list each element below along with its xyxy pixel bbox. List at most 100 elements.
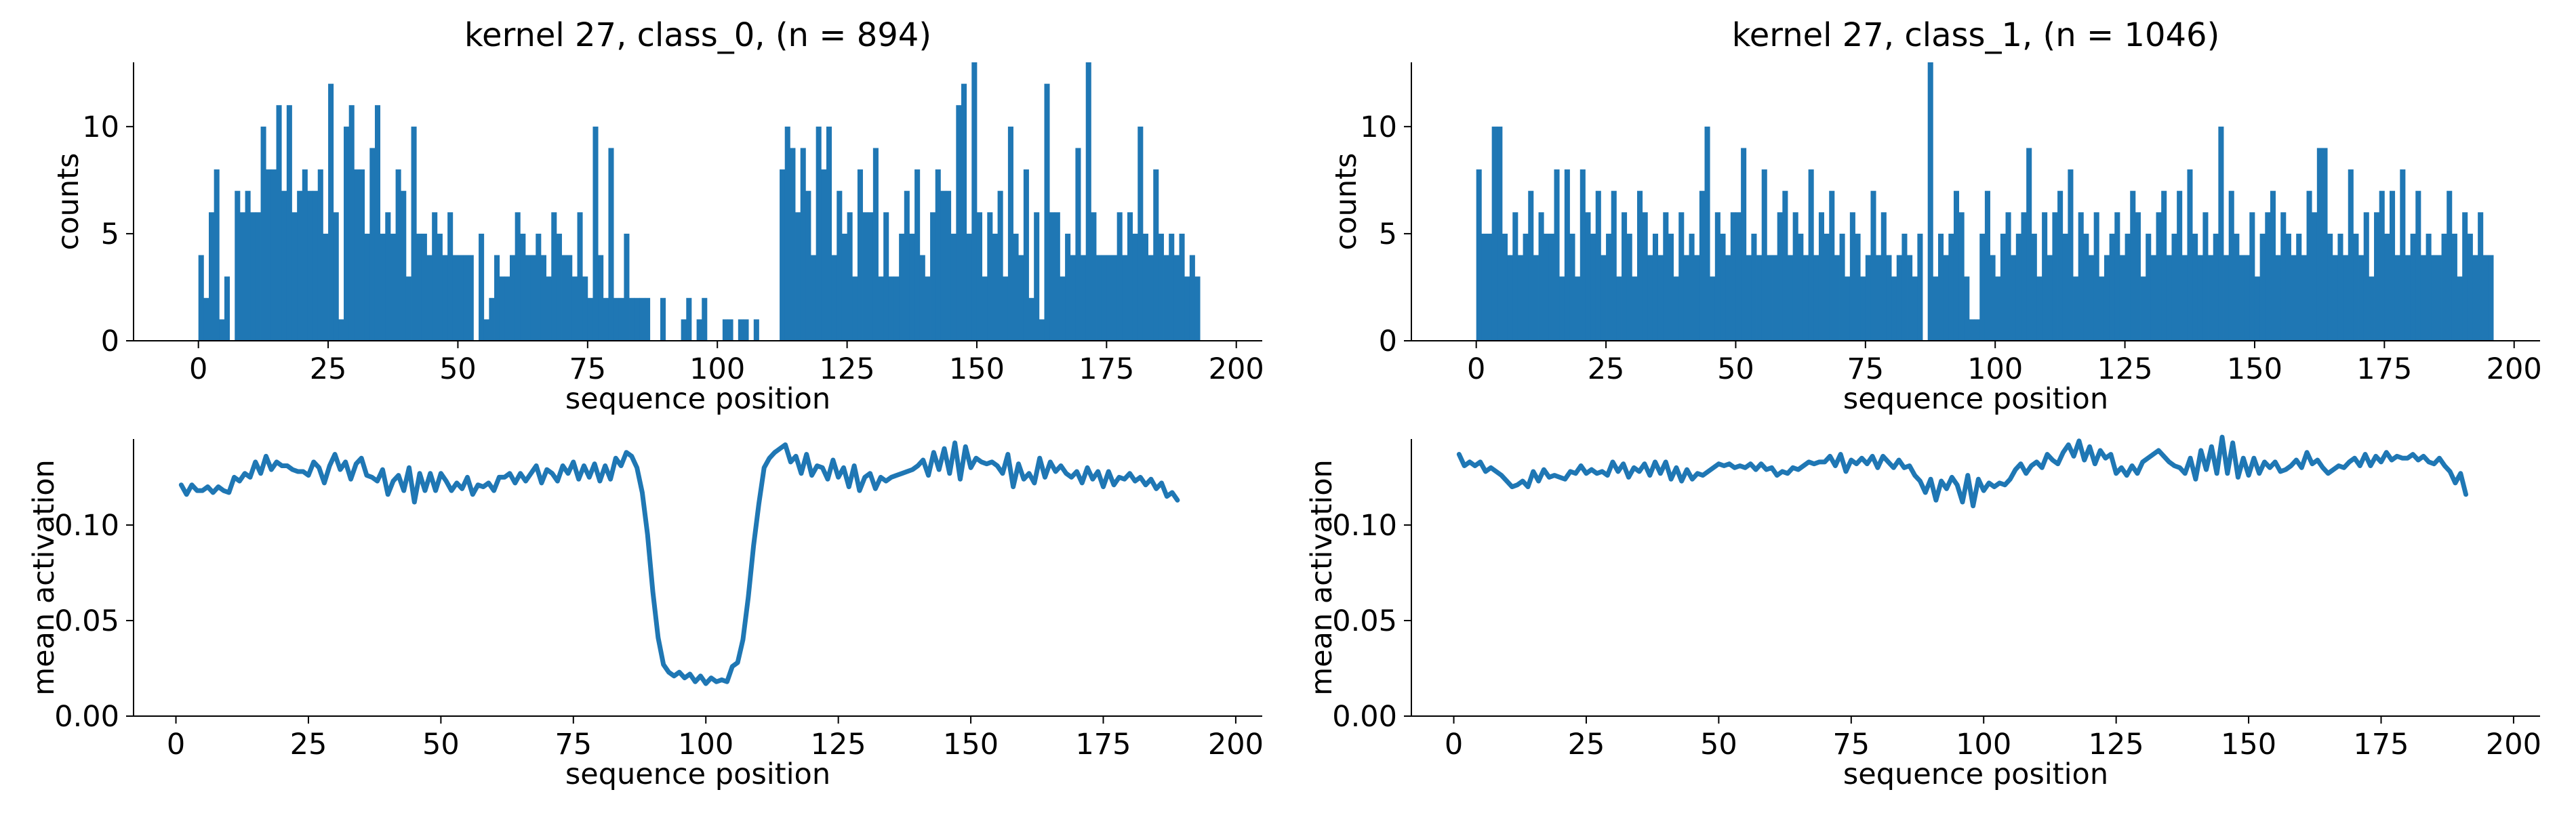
panel-1-bar <box>525 255 531 341</box>
panel-2-bar <box>1657 255 1664 341</box>
panel-2-bar <box>2390 190 2396 341</box>
panel-1-bar <box>743 319 749 341</box>
panel-1-bar <box>790 148 796 341</box>
panel-1-bar <box>405 276 411 341</box>
panel-1-bar <box>291 212 298 341</box>
panel-1-bar <box>333 212 339 341</box>
panel-2-bar <box>1678 212 1685 341</box>
panel-1-bar <box>608 148 614 341</box>
panel-1-bar <box>359 169 365 341</box>
panel-3-x-axis-label: sequence position <box>565 757 830 791</box>
panel-2-bar <box>2462 212 2468 341</box>
panel-4-x-tick-label: 150 <box>2221 728 2276 762</box>
panel-2-bar <box>1517 255 1523 341</box>
panel-2-bar <box>1964 276 1970 341</box>
panel-1-bar <box>1189 255 1195 341</box>
panel-1-bar <box>1085 62 1091 341</box>
panel-2-bar <box>2431 255 2437 341</box>
panel-2-bar <box>1803 255 1809 341</box>
panel-2-x-tick-label: 75 <box>1847 352 1884 386</box>
panel-1-bar <box>1112 255 1118 341</box>
panel-2-bar <box>1647 255 1653 341</box>
panel-1-bar <box>893 276 900 341</box>
panel-1-bar <box>841 233 847 341</box>
panel-1-bar <box>930 212 936 341</box>
panel-1-x-tick-label: 75 <box>569 352 606 386</box>
panel-2-bar <box>2011 255 2017 341</box>
panel-1-bar <box>587 297 593 341</box>
panel-1-bar <box>1179 233 1185 341</box>
panel-2-bar <box>1699 190 1705 341</box>
panel-1-bar <box>437 233 443 341</box>
panel-2-y-axis-label: counts <box>1329 153 1363 251</box>
panel-2-bar <box>1943 255 1949 341</box>
panel-2-bar <box>1772 255 1778 341</box>
panel-2-bar <box>2208 255 2214 341</box>
panel-2-bar <box>1912 276 1918 341</box>
panel-2-bar <box>2312 212 2318 341</box>
panel-1-bar <box>722 319 728 341</box>
panel-1-bar <box>857 169 863 341</box>
panel-1-bar <box>1049 212 1055 341</box>
panel-1-bar <box>1075 148 1081 341</box>
panel-1-bar <box>702 297 708 341</box>
panel-2-bar <box>1507 255 1513 341</box>
panel-1-bar <box>821 169 827 341</box>
panel-1-bar <box>266 169 272 341</box>
panel-1-bar <box>302 169 308 341</box>
panel-1-bar <box>483 319 489 341</box>
panel-2-bar <box>1782 190 1788 341</box>
panel-4-y-tick-label: 0.10 <box>1332 509 1397 543</box>
panel-2-bar <box>2451 233 2457 341</box>
panel-1-bar <box>463 255 469 341</box>
panel-2-bar <box>1860 276 1866 341</box>
panel-1-bar <box>1060 276 1066 341</box>
panel-3-x-tick-label: 125 <box>811 728 866 762</box>
panel-2-bar <box>2181 255 2188 341</box>
panel-3-x-tick-label: 175 <box>1075 728 1131 762</box>
panel-1-bar <box>224 276 230 341</box>
panel-1-bar <box>966 233 972 341</box>
panel-2-bar <box>1497 126 1503 341</box>
panel-1-bar <box>1023 169 1029 341</box>
panel-1-bar <box>618 297 624 341</box>
panel-4-x-tick-label: 125 <box>2089 728 2144 762</box>
panel-2-bar <box>2394 255 2400 341</box>
panel-2-bar <box>2042 212 2048 341</box>
panel-1-bar <box>551 212 557 341</box>
panel-1-bar <box>686 297 692 341</box>
panel-1-bar <box>940 190 946 341</box>
panel-2-x-tick-label: 50 <box>1717 352 1754 386</box>
panel-2-y-tick-label: 10 <box>1360 110 1397 144</box>
panel-2-bar <box>2404 255 2411 341</box>
panel-1-bar <box>390 233 396 341</box>
panel-1-bar <box>317 169 323 341</box>
panel-1-bar <box>1070 255 1076 341</box>
panel-2-bar <box>2285 233 2291 341</box>
panel-2-bar <box>1756 255 1763 341</box>
panel-1-bar <box>956 105 962 341</box>
panel-2-bar <box>2202 212 2209 341</box>
panel-2-bar <box>2467 233 2473 341</box>
panel-1-bar <box>1148 255 1154 341</box>
panel-1-bar <box>1034 212 1040 341</box>
panel-2-x-tick-label: 0 <box>1467 352 1485 386</box>
panel-1-bar <box>925 276 931 341</box>
panel-2-bar <box>1710 276 1716 341</box>
panel-2-bar <box>2197 255 2203 341</box>
panel-2-bar <box>2400 169 2406 341</box>
panel-1-bar <box>458 255 464 341</box>
panel-2-bar <box>1855 233 1861 341</box>
panel-1-bar <box>1106 255 1112 341</box>
panel-1-bar <box>504 276 510 341</box>
panel-2-bar <box>2078 212 2084 341</box>
panel-2-bar <box>1559 276 1565 341</box>
panel-3-x-tick-label: 50 <box>422 728 460 762</box>
panel-2-bar <box>2073 276 2079 341</box>
panel-2-bar <box>2332 255 2338 341</box>
panel-2-bar <box>1611 190 1617 341</box>
panel-2-x-tick-label: 200 <box>2487 352 2542 386</box>
panel-1-bar <box>348 105 355 341</box>
panel-3-x-tick-label: 75 <box>555 728 592 762</box>
panel-2-bar <box>1953 190 1960 341</box>
